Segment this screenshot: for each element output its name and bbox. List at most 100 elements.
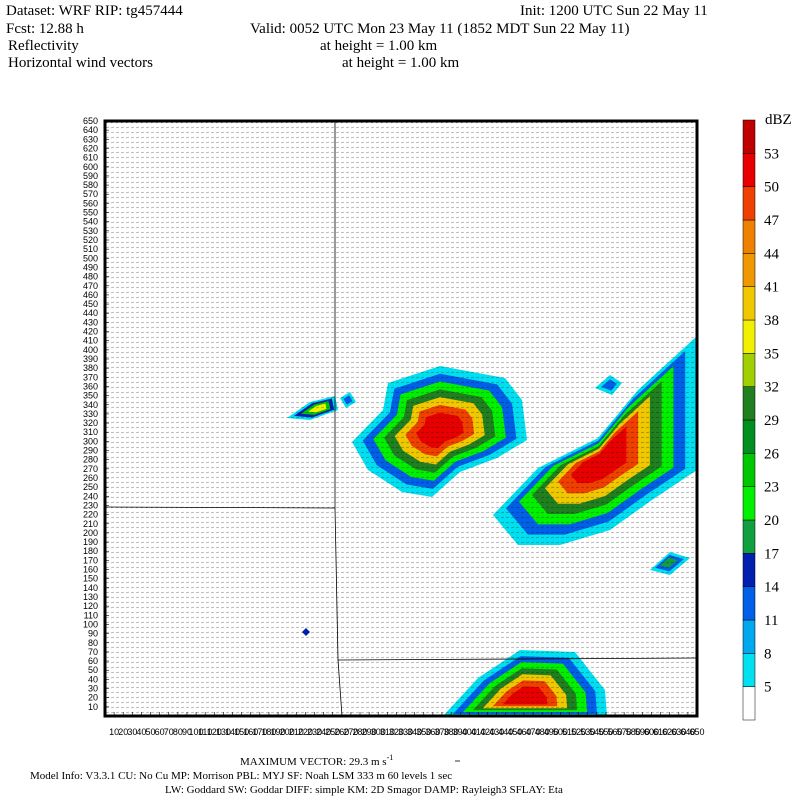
colorbar-label: 35 <box>764 346 779 362</box>
x-tick-label: 550 <box>598 727 613 737</box>
max-vector-value: 29.3 m s <box>349 756 387 768</box>
y-tick-label: 590 <box>83 171 98 181</box>
y-tick-label: 390 <box>83 354 98 364</box>
colorbar-label: 38 <box>764 313 779 329</box>
colorbar-bin <box>742 486 756 521</box>
x-tick-label: 480 <box>535 727 550 737</box>
colorbar-bin <box>742 519 756 554</box>
dataset: Dataset: WRF RIP: tg457444 <box>6 3 183 19</box>
x-tick-label: 230 <box>307 727 322 737</box>
x-tick-label: 140 <box>225 727 240 737</box>
colorbar-label: 11 <box>764 613 778 629</box>
x-tick-label: 640 <box>680 727 695 737</box>
y-tick-label: 300 <box>83 436 98 446</box>
y-tick-label: 540 <box>83 217 98 227</box>
x-tick-label: 560 <box>608 727 623 737</box>
colorbar-label: 17 <box>764 546 780 562</box>
colorbar-label: 32 <box>764 380 779 396</box>
max-vector-label: MAXIMUM VECTOR: <box>240 756 346 768</box>
y-tick-label: 240 <box>83 491 98 501</box>
x-tick-label: 160 <box>243 727 258 737</box>
y-tick-label: 340 <box>83 400 98 410</box>
x-tick-label: 80 <box>173 727 183 737</box>
max-vector: MAXIMUM VECTOR: 29.3 m s-1 <box>240 753 393 768</box>
colorbar-bin <box>742 453 756 487</box>
field: Reflectivity <box>8 38 79 54</box>
x-tick-label: 400 <box>462 727 477 737</box>
wind-vectors <box>105 121 697 716</box>
y-tick-label: 290 <box>83 446 98 456</box>
colorbar-bin <box>742 586 756 621</box>
x-tick-label: 590 <box>635 727 650 737</box>
x-tick-label: 30 <box>127 727 137 737</box>
colorbar-bin <box>742 553 756 587</box>
y-tick-label: 80 <box>88 638 98 648</box>
model-info: LW: Goddard SW: Goddar DIFF: simple KM: … <box>165 784 563 796</box>
x-tick-label: 610 <box>653 727 668 737</box>
y-tick-label: 510 <box>83 244 98 254</box>
y-tick-label: 50 <box>88 665 98 675</box>
y-tick-label: 640 <box>83 125 98 135</box>
x-tick-label: 520 <box>571 727 586 737</box>
y-tick-label: 560 <box>83 198 98 208</box>
x-tick-label: 220 <box>298 727 313 737</box>
colorbar-label: 41 <box>764 280 779 296</box>
x-tick-label: 390 <box>453 727 468 737</box>
y-tick-label: 610 <box>83 153 98 163</box>
x-tick-label: 420 <box>480 727 495 737</box>
y-tick-label: 400 <box>83 345 98 355</box>
x-tick-label: 350 <box>416 727 431 737</box>
y-tick-label: 630 <box>83 134 98 144</box>
y-tick-label: 330 <box>83 409 98 419</box>
colorbar-label: 23 <box>764 480 779 496</box>
colorbar-label: 14 <box>764 580 780 596</box>
y-tick-label: 360 <box>83 381 98 391</box>
y-tick-label: 550 <box>83 208 98 218</box>
max-vector-exp: -1 <box>387 753 394 762</box>
y-tick-label: 130 <box>83 592 98 602</box>
y-tick-label: 20 <box>88 693 98 703</box>
x-tick-label: 530 <box>580 727 595 737</box>
y-tick-label: 90 <box>88 629 98 639</box>
y-tick-label: 500 <box>83 253 98 263</box>
y-tick-label: 430 <box>83 317 98 327</box>
y-tick-label: 30 <box>88 684 98 694</box>
colorbar-bin <box>742 219 756 254</box>
y-tick-label: 600 <box>83 162 98 172</box>
x-tick-label: 250 <box>325 727 340 737</box>
x-tick-label: 650 <box>689 727 704 737</box>
y-tick-label: 250 <box>83 482 98 492</box>
y-tick-label: 170 <box>83 555 98 565</box>
colorbar-label: 44 <box>764 246 780 262</box>
x-tick-label: 90 <box>182 727 192 737</box>
y-tick-label: 220 <box>83 510 98 520</box>
y-tick-label: 450 <box>83 299 98 309</box>
x-tick-label: 180 <box>261 727 276 737</box>
colorbar-unit: dBZ <box>765 112 792 128</box>
x-tick-label: 200 <box>280 727 295 737</box>
colorbar-label: 5 <box>764 680 772 696</box>
x-tick-label: 260 <box>334 727 349 737</box>
y-tick-label: 490 <box>83 262 98 272</box>
y-tick-label: 270 <box>83 464 98 474</box>
colorbar-bin <box>742 619 756 654</box>
y-tick-label: 200 <box>83 528 98 538</box>
colorbar-label: 47 <box>764 213 780 229</box>
y-tick-label: 110 <box>84 610 98 620</box>
colorbar-bin <box>742 386 756 421</box>
y-tick-label: 470 <box>83 281 98 291</box>
y-tick-label: 580 <box>83 180 98 190</box>
colorbar-bin <box>742 653 756 687</box>
x-tick-label: 360 <box>425 727 440 737</box>
x-tick-label: 100 <box>189 727 204 737</box>
x-tick-label: 460 <box>516 727 531 737</box>
y-tick-label: 230 <box>83 500 98 510</box>
colorbar-label: 8 <box>764 646 772 662</box>
colorbar-bin <box>742 686 756 721</box>
x-tick-label: 450 <box>507 727 522 737</box>
y-tick-label: 160 <box>83 565 98 575</box>
field-height: at height = 1.00 km <box>342 55 460 71</box>
colorbar-bin <box>742 253 756 287</box>
x-tick-label: 430 <box>489 727 504 737</box>
y-tick-label: 190 <box>83 537 98 547</box>
